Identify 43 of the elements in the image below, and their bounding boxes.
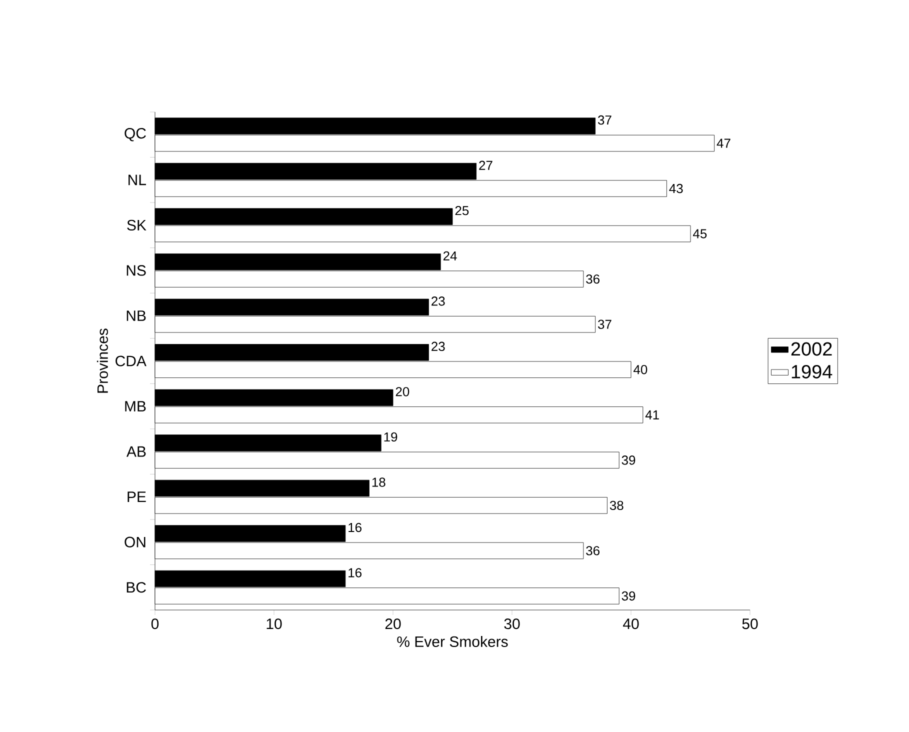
data-label: 37: [598, 320, 612, 329]
y-tick-label: PE: [128, 492, 146, 502]
y-tick-label: NB: [126, 310, 146, 321]
data-label: 47: [716, 138, 730, 148]
y-tick-label: QC: [124, 128, 146, 142]
data-label: 40: [634, 365, 648, 374]
x-tick-label: 20: [385, 618, 401, 630]
data-label: 23: [432, 296, 445, 306]
x-tick-label: 10: [266, 618, 282, 630]
legend-label: 2002: [791, 342, 832, 356]
x-axis-title: % Ever Smokers: [397, 636, 508, 647]
data-label: 45: [693, 229, 707, 238]
data-label: 43: [669, 184, 683, 194]
data-label: 24: [443, 251, 457, 260]
y-tick-label: SK: [127, 220, 146, 230]
y-tick-label: BC: [126, 582, 146, 593]
y-tick-label: MB: [125, 401, 146, 412]
data-label: 25: [455, 206, 469, 216]
x-tick-label: 50: [742, 618, 758, 630]
data-label: 38: [610, 500, 624, 510]
legend-label: 1994: [792, 364, 832, 378]
data-label: 19: [384, 432, 398, 442]
data-label: 36: [586, 546, 600, 556]
data-label: 16: [348, 522, 362, 532]
data-label: 37: [598, 115, 612, 125]
y-tick-label: CDA: [116, 356, 146, 366]
y-tick-label: AB: [126, 446, 146, 457]
data-label: 39: [622, 591, 636, 601]
data-label: 27: [479, 160, 492, 170]
data-label: 23: [432, 342, 445, 351]
x-tick-label: 0: [151, 618, 159, 630]
y-tick-label: NS: [126, 265, 146, 276]
y-tick-label: NL: [128, 174, 146, 186]
data-label: 41: [645, 410, 659, 420]
data-label: 39: [622, 456, 636, 465]
data-label: 20: [396, 387, 410, 396]
y-axis-title: Provinces: [96, 328, 108, 393]
data-label: 16: [348, 568, 362, 578]
data-label: 36: [586, 274, 600, 284]
x-tick-label: 40: [623, 618, 639, 630]
x-tick-label: 30: [504, 618, 520, 630]
y-tick-label: ON: [124, 536, 146, 548]
data-label: 18: [372, 478, 386, 487]
